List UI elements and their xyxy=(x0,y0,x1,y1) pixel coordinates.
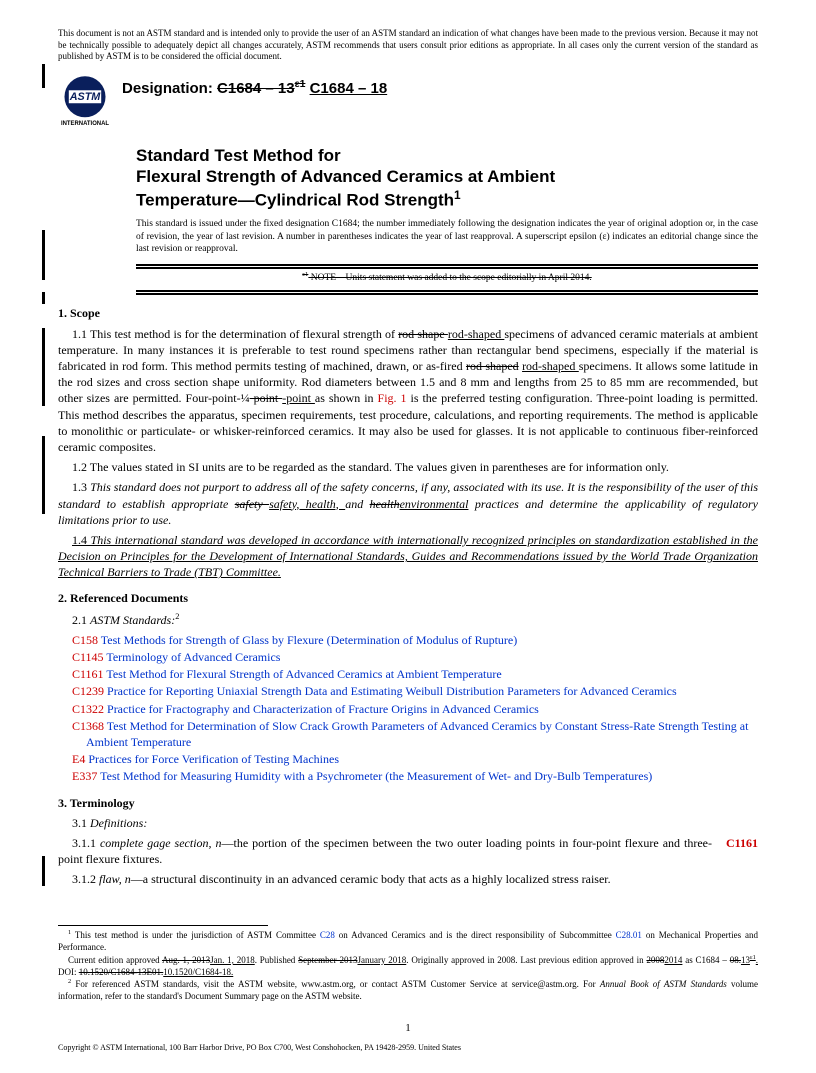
para-1-3: 1.3 This standard does not purport to ad… xyxy=(58,479,758,528)
para-1-1: 1.1 This test method is for the determin… xyxy=(58,326,758,456)
para-1-4: 1.4 This international standard was deve… xyxy=(58,532,758,581)
change-bar xyxy=(42,436,45,514)
para-3-1: 3.1 Definitions: xyxy=(58,815,758,831)
para-2-1: 2.1 ASTM Standards:2 xyxy=(58,611,758,628)
disclaimer-text: This document is not an ASTM standard an… xyxy=(58,28,758,63)
ref-title[interactable]: Test Method for Measuring Humidity with … xyxy=(97,769,652,783)
change-bar xyxy=(42,328,45,406)
section-2-head: 2. Referenced Documents xyxy=(58,590,758,606)
para-1-2: 1.2 The values stated in SI units are to… xyxy=(58,459,758,475)
epsilon-note: ε1 NOTE—Units statement was added to the… xyxy=(136,271,758,285)
ref-title[interactable]: Test Method for Flexural Strength of Adv… xyxy=(104,667,502,681)
ref-line: C1322 Practice for Fractography and Char… xyxy=(72,701,758,717)
ref-line: C1145 Terminology of Advanced Ceramics xyxy=(72,649,758,665)
ref-code[interactable]: C1368 xyxy=(72,719,104,733)
section-3-head: 3. Terminology xyxy=(58,795,758,811)
page-number: 1 xyxy=(0,1022,816,1034)
svg-text:ASTM: ASTM xyxy=(69,91,102,103)
referenced-documents-list: C158 Test Methods for Strength of Glass … xyxy=(58,632,758,785)
change-bar xyxy=(42,856,45,886)
para-3-1-1: C1161 3.1.1 complete gage section, n—the… xyxy=(58,835,758,867)
ref-code[interactable]: C1322 xyxy=(72,702,104,716)
para-3-1-2: 3.1.2 flaw, n—a structural discontinuity… xyxy=(58,871,758,887)
ref-line: C158 Test Methods for Strength of Glass … xyxy=(72,632,758,648)
ref-line: E4 Practices for Force Verification of T… xyxy=(72,751,758,767)
footnote-1: 1 This test method is under the jurisdic… xyxy=(58,929,758,953)
ref-title[interactable]: Terminology of Advanced Ceramics xyxy=(104,650,281,664)
rule xyxy=(136,264,758,266)
rule xyxy=(136,293,758,295)
ref-title[interactable]: Practices for Force Verification of Test… xyxy=(85,752,339,766)
change-bar xyxy=(42,230,45,280)
ref-code[interactable]: C1145 xyxy=(72,650,104,664)
ref-title[interactable]: Test Method for Determination of Slow Cr… xyxy=(86,719,748,749)
ref-title[interactable]: Practice for Fractography and Characteri… xyxy=(104,702,539,716)
rule xyxy=(136,267,758,269)
link-c28[interactable]: C28 xyxy=(320,930,335,940)
ref-title[interactable]: Practice for Reporting Uniaxial Strength… xyxy=(104,684,677,698)
svg-text:INTERNATIONAL: INTERNATIONAL xyxy=(61,121,109,127)
change-bar xyxy=(42,292,45,304)
link-c28-01[interactable]: C28.01 xyxy=(616,930,642,940)
ref-code[interactable]: C1239 xyxy=(72,684,104,698)
ref-c1161-right: C1161 xyxy=(712,835,758,851)
footnote-2: 2 For referenced ASTM standards, visit t… xyxy=(58,978,758,1002)
section-1-head: 1. Scope xyxy=(58,305,758,321)
fig-1-link[interactable]: Fig. 1 xyxy=(378,391,407,405)
astm-logo: ASTM INTERNATIONAL xyxy=(58,73,112,127)
ref-code[interactable]: E337 xyxy=(72,769,97,783)
standard-title: Standard Test Method for Flexural Streng… xyxy=(136,145,758,210)
footnote-1b: Current edition approved Aug. 1, 2013Jan… xyxy=(58,954,758,978)
designation: Designation: C1684 – 13ε1 C1684 – 18 xyxy=(122,77,387,99)
ref-code[interactable]: C158 xyxy=(72,633,98,647)
ref-line: E337 Test Method for Measuring Humidity … xyxy=(72,768,758,784)
ref-title[interactable]: Test Methods for Strength of Glass by Fl… xyxy=(98,633,517,647)
ref-code[interactable]: C1161 xyxy=(72,667,104,681)
rule xyxy=(136,290,758,292)
footnotes: 1 This test method is under the jurisdic… xyxy=(58,929,758,1002)
issued-note: This standard is issued under the fixed … xyxy=(136,218,758,255)
ref-line: C1239 Practice for Reporting Uniaxial St… xyxy=(72,683,758,699)
title-block: Standard Test Method for Flexural Streng… xyxy=(136,145,758,295)
change-bar xyxy=(42,64,45,88)
header-row: ASTM INTERNATIONAL Designation: C1684 – … xyxy=(58,73,758,127)
ref-line: C1161 Test Method for Flexural Strength … xyxy=(72,666,758,682)
copyright-text: Copyright © ASTM International, 100 Barr… xyxy=(58,1043,758,1054)
ref-line: C1368 Test Method for Determination of S… xyxy=(72,718,758,750)
ref-code[interactable]: E4 xyxy=(72,752,85,766)
